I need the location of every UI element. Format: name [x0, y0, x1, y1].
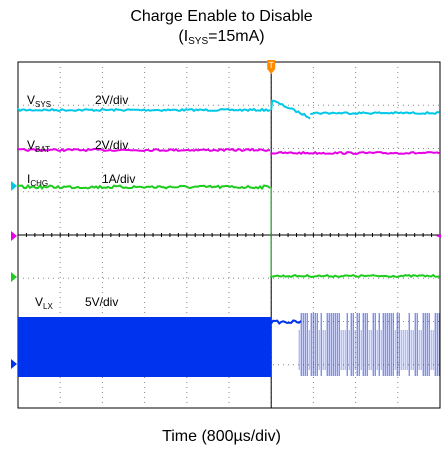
channel-marker	[11, 272, 17, 282]
channel-scale-label: 2V/div	[95, 93, 128, 107]
channel-label: ICHG	[27, 172, 48, 188]
trigger-marker	[267, 60, 276, 74]
vlx-settle	[270, 319, 302, 327]
channel-marker	[11, 181, 17, 191]
trigger-marker-label: T	[269, 61, 274, 70]
channel-scale-label: 2V/div	[95, 138, 128, 152]
x-axis-label: Time (800µs/div)	[162, 428, 281, 445]
chart-subtitle: (ISYS=15mA)	[178, 28, 265, 47]
channel-marker	[11, 359, 17, 369]
vsys-trace-after	[310, 110, 440, 116]
vsys-trace-before	[17, 106, 271, 113]
chart-title: Charge Enable to Disable	[130, 8, 313, 25]
vsys-trace-transient	[270, 99, 311, 120]
channel-label: VBAT	[27, 138, 50, 154]
vbat-trace-after	[270, 150, 440, 156]
ichg-trace-after	[270, 273, 440, 279]
channel-scale-label: 1A/div	[102, 172, 135, 186]
channel-label: VLX	[35, 295, 53, 311]
channel-label: VSYS	[27, 93, 51, 109]
vbat-trace-before	[17, 147, 271, 153]
vlx-switching-block	[18, 317, 272, 377]
ichg-trace-before	[17, 183, 271, 191]
channel-marker-right	[436, 234, 441, 238]
channel-scale-label: 5V/div	[85, 295, 118, 309]
channel-marker	[11, 231, 17, 241]
